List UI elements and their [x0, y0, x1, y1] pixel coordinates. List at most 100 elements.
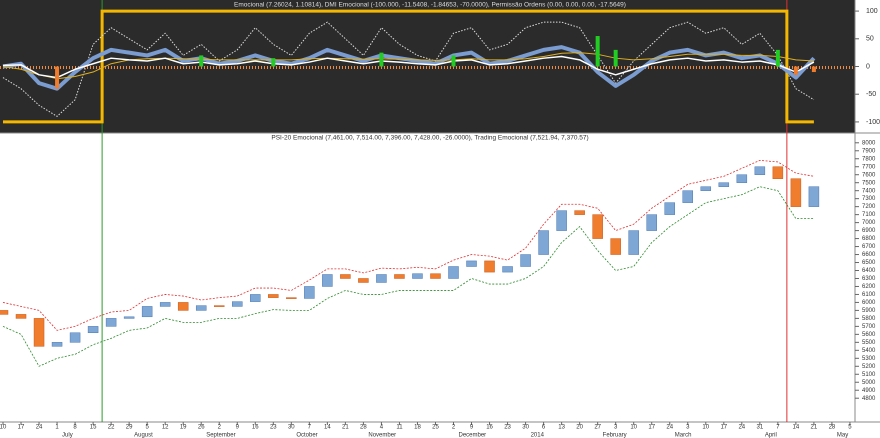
x-tick-label: 26	[198, 425, 205, 431]
month-label: November	[368, 433, 396, 438]
candle-body	[412, 273, 423, 279]
candle-body	[304, 286, 315, 299]
x-tick-label: 21	[342, 425, 349, 431]
x-tick-label: 27	[594, 425, 601, 431]
y-tick-label: 4900	[862, 388, 876, 394]
candle-body	[340, 274, 351, 279]
y-tick-label: 6700	[862, 244, 876, 250]
y-tick-label: -50	[866, 91, 876, 98]
candle-body	[286, 297, 297, 299]
candle-body	[808, 186, 820, 207]
x-tick-label: 7	[308, 425, 312, 431]
x-tick-label: 17	[648, 425, 655, 431]
candle-body	[358, 278, 369, 283]
histogram-bar	[271, 58, 276, 67]
x-tick-label: 14	[793, 425, 800, 431]
candle-body	[87, 326, 99, 334]
histogram-bar	[793, 66, 798, 75]
candle-body	[177, 302, 189, 311]
indicator-title: Emocional (7.26024, 1.10814), DMI Emocio…	[234, 2, 626, 9]
y-tick-label: 6900	[862, 228, 876, 234]
candle-body	[322, 274, 333, 287]
y-tick-label: 7100	[862, 212, 876, 218]
x-tick-label: 16	[486, 425, 493, 431]
histogram-bar	[595, 36, 600, 67]
y-tick-label: 5900	[862, 308, 876, 314]
candle-body	[51, 342, 63, 347]
histogram-bar	[55, 66, 60, 89]
x-tick-label: 10	[630, 425, 637, 431]
x-tick-label: 2	[452, 425, 456, 431]
candle-body	[430, 273, 441, 279]
x-tick-label: 1	[55, 425, 59, 431]
x-tick-label: 13	[558, 425, 565, 431]
month-label: February	[603, 433, 627, 438]
indicator-panel	[0, 0, 855, 133]
x-tick-label: 9	[470, 425, 474, 431]
candle-body	[736, 174, 748, 183]
y-tick-label: 5800	[862, 316, 876, 322]
y-tick-label: 4800	[862, 396, 876, 402]
y-tick-label: 5100	[862, 372, 876, 378]
x-tick-label: 29	[126, 425, 133, 431]
x-tick-label: 3	[686, 425, 690, 431]
candle-body	[448, 266, 459, 279]
x-tick-label: 8	[73, 425, 77, 431]
candle-body	[213, 305, 225, 307]
y-tick-label: 5600	[862, 332, 876, 338]
x-tick-label: 23	[504, 425, 511, 431]
candle-body	[538, 230, 549, 255]
candle-body	[484, 260, 495, 273]
x-tick-label: 10	[0, 425, 7, 431]
x-tick-label: 24	[36, 425, 43, 431]
candle-body	[682, 190, 694, 203]
y-tick-label: 7400	[862, 188, 876, 194]
candle-body	[268, 294, 279, 298]
x-tick-label: 25	[432, 425, 439, 431]
candle-body	[754, 166, 766, 175]
x-tick-label: 24	[666, 425, 673, 431]
y-tick-label: 6000	[862, 300, 876, 306]
candle-body	[610, 238, 621, 255]
candle-body	[15, 314, 27, 319]
candle-body	[159, 302, 171, 307]
y-tick-label: 0	[866, 63, 870, 70]
x-tick-label: 12	[162, 425, 169, 431]
histogram-bar	[451, 55, 456, 67]
candle-body	[232, 301, 243, 307]
x-tick-label: 15	[90, 425, 97, 431]
y-tick-label: 6200	[862, 284, 876, 290]
y-tick-label: 6500	[862, 260, 876, 266]
y-tick-label: 5700	[862, 324, 876, 330]
candle-body	[790, 178, 802, 207]
x-tick-label: 24	[738, 425, 745, 431]
x-tick-label: 5	[145, 425, 149, 431]
x-tick-label: 30	[522, 425, 529, 431]
price-title: PSI-20 Emocional (7,461.00, 7,514.00, 7,…	[271, 135, 588, 142]
y-tick-label: 6600	[862, 252, 876, 258]
month-label: March	[675, 433, 692, 438]
histogram-bar	[775, 49, 780, 67]
candle-body	[195, 305, 207, 311]
y-tick-label: 7800	[862, 156, 876, 162]
month-label: 2014	[531, 433, 545, 438]
month-label: December	[459, 433, 487, 438]
candle-body	[33, 318, 45, 347]
y-tick-label: 7500	[862, 180, 876, 186]
candle-body	[772, 166, 784, 179]
candle-body	[0, 310, 9, 315]
y-tick-label: 50	[866, 36, 874, 43]
candle-body	[394, 274, 405, 279]
x-tick-label: 22	[108, 425, 115, 431]
y-tick-label: 7700	[862, 164, 876, 170]
x-tick-label: 21	[811, 425, 818, 431]
y-tick-label: 7200	[862, 204, 876, 210]
y-tick-label: 7900	[862, 148, 876, 154]
y-tick-label: 6800	[862, 236, 876, 242]
x-tick-label: 16	[252, 425, 259, 431]
candle-body	[664, 202, 675, 215]
histogram-bar	[613, 49, 618, 67]
x-tick-label: 19	[180, 425, 187, 431]
month-label: May	[837, 433, 848, 438]
